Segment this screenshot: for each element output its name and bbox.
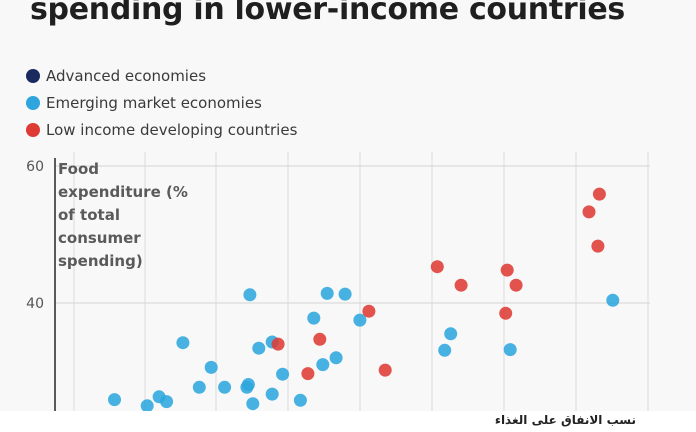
data-point-emerging-market-economies [338, 287, 352, 301]
chart-panel: 40 60 spending in lower-income countries … [26, 0, 650, 411]
y-tick-label: 60 [26, 159, 44, 175]
chart-title: spending in lower-income countries [30, 0, 625, 27]
data-point-low-income-developing-countries [500, 263, 514, 277]
data-point-emerging-market-economies [108, 393, 121, 407]
legend-label-advanced: Advanced economies [46, 67, 207, 85]
data-point-emerging-market-economies [176, 336, 190, 350]
y-axis-label: Food expenditure (% of total consumer sp… [58, 160, 188, 270]
data-point-emerging-market-economies [503, 343, 517, 357]
data-point-emerging-market-economies [329, 351, 343, 365]
data-point-low-income-developing-countries [591, 239, 605, 253]
data-point-low-income-developing-countries [592, 187, 606, 201]
legend-swatch-emerging [26, 96, 40, 110]
data-point-low-income-developing-countries [499, 306, 513, 320]
data-point-emerging-market-economies [444, 327, 458, 341]
legend-item-emerging: Emerging market economies [26, 93, 262, 113]
data-point-low-income-developing-countries [271, 337, 285, 351]
data-point-emerging-market-economies [252, 341, 266, 355]
caption-bar: نسب الانفاق على الغذاء [0, 411, 696, 432]
legend-item-advanced: Advanced economies [26, 66, 206, 86]
data-point-low-income-developing-countries [509, 278, 523, 292]
data-point-emerging-market-economies [307, 311, 321, 325]
data-point-emerging-market-economies [243, 288, 257, 302]
data-point-low-income-developing-countries [430, 260, 444, 274]
data-point-emerging-market-economies [320, 286, 334, 300]
scatter-plot: 40 60 [26, 152, 650, 411]
data-point-emerging-market-economies [438, 343, 452, 357]
data-point-emerging-market-economies [606, 293, 620, 307]
data-point-emerging-market-economies [204, 360, 218, 374]
data-point-low-income-developing-countries [313, 332, 327, 346]
data-point-low-income-developing-countries [378, 363, 392, 377]
data-point-emerging-market-economies [353, 313, 367, 327]
grid-lines [55, 152, 650, 411]
data-points [108, 187, 620, 411]
data-point-emerging-market-economies [160, 395, 174, 409]
data-point-emerging-market-economies [192, 380, 206, 394]
data-point-emerging-market-economies [218, 380, 232, 394]
data-point-emerging-market-economies [140, 399, 154, 411]
legend-label-emerging: Emerging market economies [46, 94, 262, 112]
legend-swatch-advanced [26, 69, 40, 83]
data-point-low-income-developing-countries [454, 278, 468, 292]
data-point-emerging-market-economies [241, 378, 255, 391]
data-point-low-income-developing-countries [301, 367, 315, 381]
image-caption: نسب الانفاق على الغذاء [494, 413, 636, 427]
legend-label-low-income: Low income developing countries [46, 121, 298, 139]
data-point-emerging-market-economies [265, 387, 279, 401]
legend-swatch-low-income [26, 123, 40, 137]
data-point-low-income-developing-countries [582, 205, 596, 219]
data-point-emerging-market-economies [246, 397, 260, 411]
y-axis: 40 60 [26, 158, 56, 411]
data-point-low-income-developing-countries [362, 304, 376, 318]
legend-item-low-income: Low income developing countries [26, 120, 297, 140]
y-tick-label: 40 [26, 296, 44, 312]
data-point-emerging-market-economies [276, 367, 290, 381]
data-point-emerging-market-economies [293, 393, 307, 407]
data-point-emerging-market-economies [316, 358, 330, 372]
